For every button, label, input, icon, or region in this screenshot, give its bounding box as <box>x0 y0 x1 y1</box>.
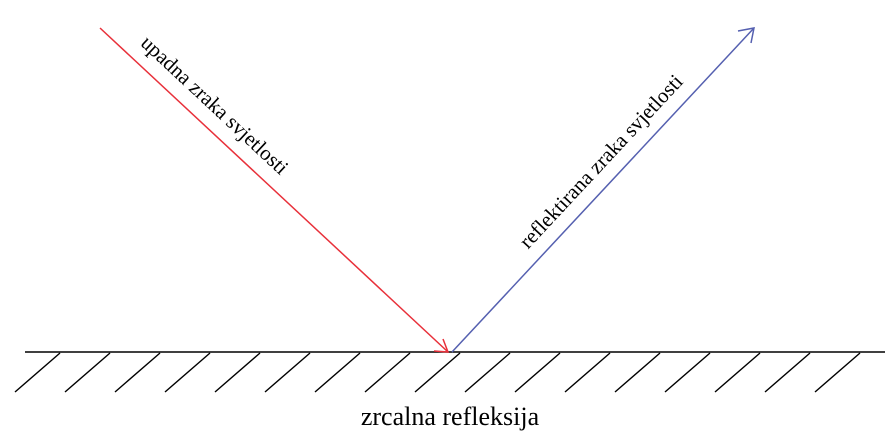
hatch-mark <box>214 352 261 393</box>
incident-ray <box>99 27 450 353</box>
diagram-caption: zrcalna refleksija <box>361 402 540 431</box>
hatch-mark <box>664 352 711 393</box>
hatch-mark <box>14 352 61 393</box>
hatch-mark <box>164 352 211 393</box>
hatch-mark <box>714 352 761 393</box>
hatch-mark <box>364 352 411 393</box>
reflected-ray <box>451 27 755 353</box>
hatch-mark <box>414 352 461 393</box>
hatch-mark <box>614 352 661 393</box>
hatch-mark <box>564 352 611 393</box>
hatch-mark <box>814 352 861 393</box>
hatch-mark <box>764 352 811 393</box>
hatch-mark <box>264 352 311 393</box>
incident-arrowhead <box>433 338 450 353</box>
hatch-mark <box>64 352 111 393</box>
hatch-mark <box>464 352 511 393</box>
reflected-arrowhead <box>737 27 755 44</box>
hatch-mark <box>114 352 161 393</box>
hatch-mark <box>314 352 361 393</box>
reflected-ray-label: reflektirana zraka svjetlosti <box>514 69 688 253</box>
incident-ray-label: upadna zraka svjetlosti <box>136 30 293 179</box>
mirror-hatching <box>14 352 861 393</box>
hatch-mark <box>514 352 561 393</box>
